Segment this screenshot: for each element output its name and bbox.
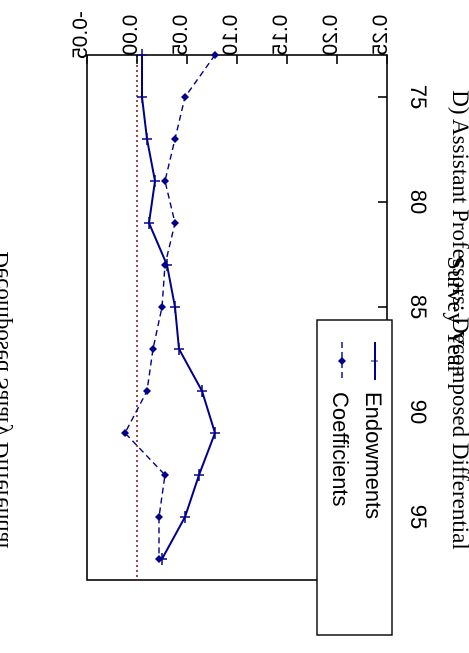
legend-mark-endowments: + <box>367 357 383 365</box>
x-tick-label-85: 85 <box>406 295 431 319</box>
point-coefficients-75 <box>181 93 189 101</box>
point-endowments-73 <box>137 49 147 61</box>
point-endowments-85 <box>170 301 180 313</box>
y-tick-label-0.00: 0.00 <box>119 15 142 56</box>
legend: + Endowments Coefficients <box>316 319 393 636</box>
point-endowments-91 <box>210 427 220 439</box>
point-coefficients-93 <box>161 471 169 479</box>
y-axis-label: Decomposed Salary Differential <box>0 251 13 548</box>
point-coefficients-91 <box>121 429 129 437</box>
point-endowments-79 <box>150 175 160 187</box>
point-coefficients-87 <box>149 345 157 353</box>
point-coefficients-95 <box>155 513 163 521</box>
point-endowments-87 <box>174 343 184 355</box>
chart-title: D) Assistant Professors: Decomposed Diff… <box>448 90 469 550</box>
y-tick-label-0.05: 0.05 <box>169 15 192 56</box>
point-coefficients-97 <box>155 555 163 563</box>
point-coefficients-81 <box>171 219 179 227</box>
y-tick-label-0.10: 0.10 <box>219 15 242 56</box>
y-tick-label-0.15: 0.15 <box>269 15 292 56</box>
y-tick-label--0.05: -0.05 <box>69 11 92 59</box>
legend-label-endowments: Endowments <box>361 392 386 519</box>
x-tick-label-95: 95 <box>406 505 431 529</box>
point-endowments-93 <box>194 469 204 481</box>
point-coefficients-73 <box>211 51 219 59</box>
y-tick-label-0.20: 0.20 <box>319 15 342 56</box>
x-tick-label-75: 75 <box>406 85 431 109</box>
point-endowments-75 <box>137 91 147 103</box>
point-coefficients-85 <box>158 303 166 311</box>
x-tick-label-90: 90 <box>406 400 431 424</box>
point-endowments-77 <box>142 133 152 145</box>
point-coefficients-83 <box>161 261 169 269</box>
x-axis-label: Survey Year <box>442 256 468 373</box>
x-tick-label-80: 80 <box>406 190 431 214</box>
point-coefficients-89 <box>143 387 151 395</box>
point-endowments-89 <box>197 385 207 397</box>
point-coefficients-77 <box>171 135 179 143</box>
point-coefficients-79 <box>161 177 169 185</box>
legend-mark-coefficients <box>338 357 346 365</box>
point-endowments-81 <box>144 217 154 229</box>
legend-label-coefficients: Coefficients <box>328 392 353 507</box>
legend-box <box>316 319 393 636</box>
y-tick-label-0.25: 0.25 <box>369 15 392 56</box>
point-endowments-95 <box>180 511 190 523</box>
